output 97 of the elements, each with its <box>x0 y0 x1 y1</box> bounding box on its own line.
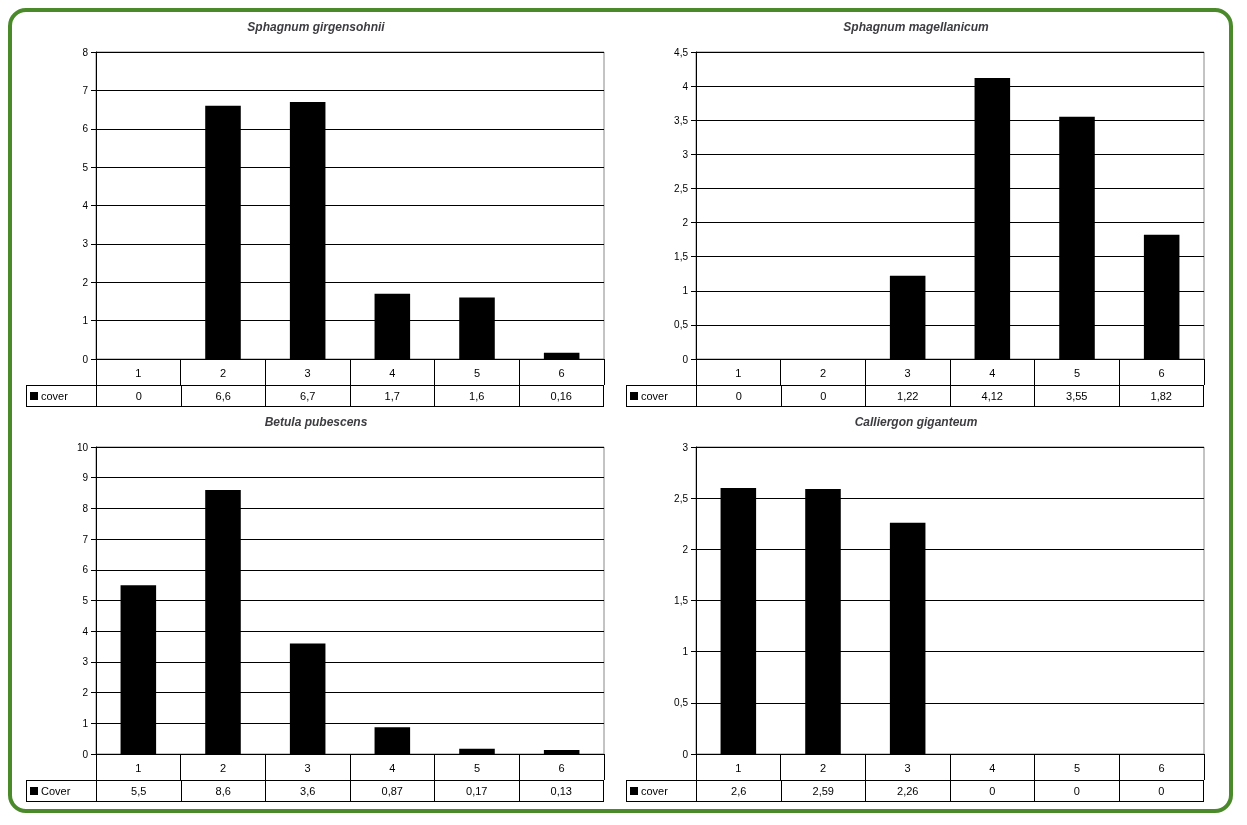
y-tick-label: 3 <box>82 238 89 250</box>
y-tick-label: 5 <box>82 595 89 606</box>
x-tick-label: 6 <box>558 366 565 379</box>
x-tick-label: 6 <box>558 761 565 774</box>
chart-title: Sphagnum girgensohnii <box>247 20 386 34</box>
y-tick-label: 1 <box>82 315 89 327</box>
y-tick-label: 7 <box>82 533 89 545</box>
chart-title: Betula pubescens <box>264 415 368 429</box>
y-tick-label: 8 <box>82 502 89 514</box>
x-tick-label: 1 <box>735 366 742 379</box>
x-tick-label: 3 <box>304 366 311 379</box>
x-tick-label: 5 <box>473 761 481 774</box>
y-tick-label: 7 <box>82 84 89 96</box>
data-label: 0,17 <box>434 781 519 801</box>
bar <box>459 748 495 754</box>
data-label: 2,26 <box>865 781 950 801</box>
y-tick-label: 0,5 <box>674 319 689 331</box>
data-label: 0 <box>1034 781 1119 801</box>
bar <box>543 352 580 359</box>
x-tick-label: 5 <box>1073 366 1081 379</box>
x-tick-label: 2 <box>219 366 227 379</box>
y-tick-label: 1 <box>682 285 689 297</box>
y-tick-label: 6 <box>82 564 89 576</box>
y-tick-label: 1,5 <box>674 251 689 263</box>
x-tick-label: 1 <box>135 366 142 379</box>
data-label: 1,7 <box>349 386 434 406</box>
data-label: 3,55 <box>1034 386 1119 406</box>
y-tick-label: 0 <box>82 748 89 760</box>
data-label: 6,7 <box>265 386 350 406</box>
y-tick-label: 2 <box>682 543 689 555</box>
y-tick-label: 0 <box>82 353 89 365</box>
y-tick-label: 2 <box>82 276 89 288</box>
x-tick-label: 4 <box>389 366 396 379</box>
x-tick-label: 3 <box>904 761 911 774</box>
y-tick-label: 0 <box>682 353 689 365</box>
x-tick-label: 2 <box>219 761 227 774</box>
data-label: 0 <box>949 781 1034 801</box>
legend-label: cover <box>40 389 69 404</box>
y-tick-label: 0 <box>682 748 689 760</box>
y-tick-label: 2,5 <box>674 492 689 504</box>
y-tick-label: 3 <box>82 656 89 668</box>
data-label: 4,12 <box>949 386 1034 406</box>
y-tick-label: 3 <box>682 148 689 160</box>
y-tick-label: 1 <box>82 717 89 729</box>
data-label: 2,59 <box>780 781 865 801</box>
x-tick-label: 3 <box>904 366 911 379</box>
data-label: 0 <box>780 386 865 406</box>
data-label: 0,87 <box>349 781 434 801</box>
y-tick-label: 3 <box>682 441 689 453</box>
data-label: 6,6 <box>180 386 265 406</box>
y-tick-label: 8 <box>82 46 89 58</box>
x-tick-label: 4 <box>389 761 396 774</box>
y-tick-label: 0,5 <box>674 697 689 709</box>
x-tick-label: 5 <box>1073 761 1081 774</box>
y-tick-label: 1,5 <box>674 595 689 606</box>
data-label: 1,22 <box>865 386 950 406</box>
y-tick-label: 4 <box>82 625 89 637</box>
data-label: 2,6 <box>696 781 781 801</box>
data-label: 0 <box>1118 781 1203 801</box>
data-label: 1,6 <box>434 386 519 406</box>
data-label: 0 <box>96 386 181 406</box>
legend-label: cover <box>640 389 669 404</box>
x-tick-label: 3 <box>304 761 311 774</box>
data-label: 0,16 <box>518 386 603 406</box>
x-tick-label: 1 <box>735 761 742 774</box>
x-tick-label: 2 <box>819 761 827 774</box>
x-tick-label: 6 <box>1158 366 1165 379</box>
data-label: 0 <box>696 386 781 406</box>
x-tick-label: 1 <box>135 761 142 774</box>
y-tick-label: 2 <box>82 687 89 699</box>
y-tick-label: 4 <box>682 80 689 92</box>
y-tick-label: 4 <box>82 200 89 211</box>
x-tick-label: 5 <box>473 366 481 379</box>
chart-title: Sphagnum magellanicum <box>843 20 990 34</box>
y-tick-label: 6 <box>82 123 89 135</box>
x-tick-label: 4 <box>989 761 996 774</box>
legend-label: cover <box>640 784 669 799</box>
x-tick-label: 2 <box>819 366 827 379</box>
x-tick-label: 6 <box>1158 761 1165 774</box>
data-label: 3,6 <box>265 781 350 801</box>
y-tick-label: 4,5 <box>674 46 689 58</box>
y-tick-label: 3,5 <box>674 114 689 126</box>
y-tick-label: 10 <box>76 441 89 453</box>
y-tick-label: 9 <box>82 472 89 484</box>
data-label: 0,13 <box>518 781 603 801</box>
y-tick-label: 5 <box>82 161 89 173</box>
data-label: 5,5 <box>96 781 181 801</box>
y-tick-label: 2 <box>682 217 689 229</box>
bar <box>374 727 411 754</box>
legend-label: Cover <box>40 784 72 799</box>
y-tick-label: 1 <box>682 646 689 658</box>
bar <box>543 750 580 754</box>
data-label: 1,82 <box>1118 386 1203 406</box>
data-label: 8,6 <box>180 781 265 801</box>
x-tick-label: 4 <box>989 366 996 379</box>
chart-title: Calliergon giganteum <box>854 415 978 429</box>
y-tick-label: 2,5 <box>674 182 689 194</box>
